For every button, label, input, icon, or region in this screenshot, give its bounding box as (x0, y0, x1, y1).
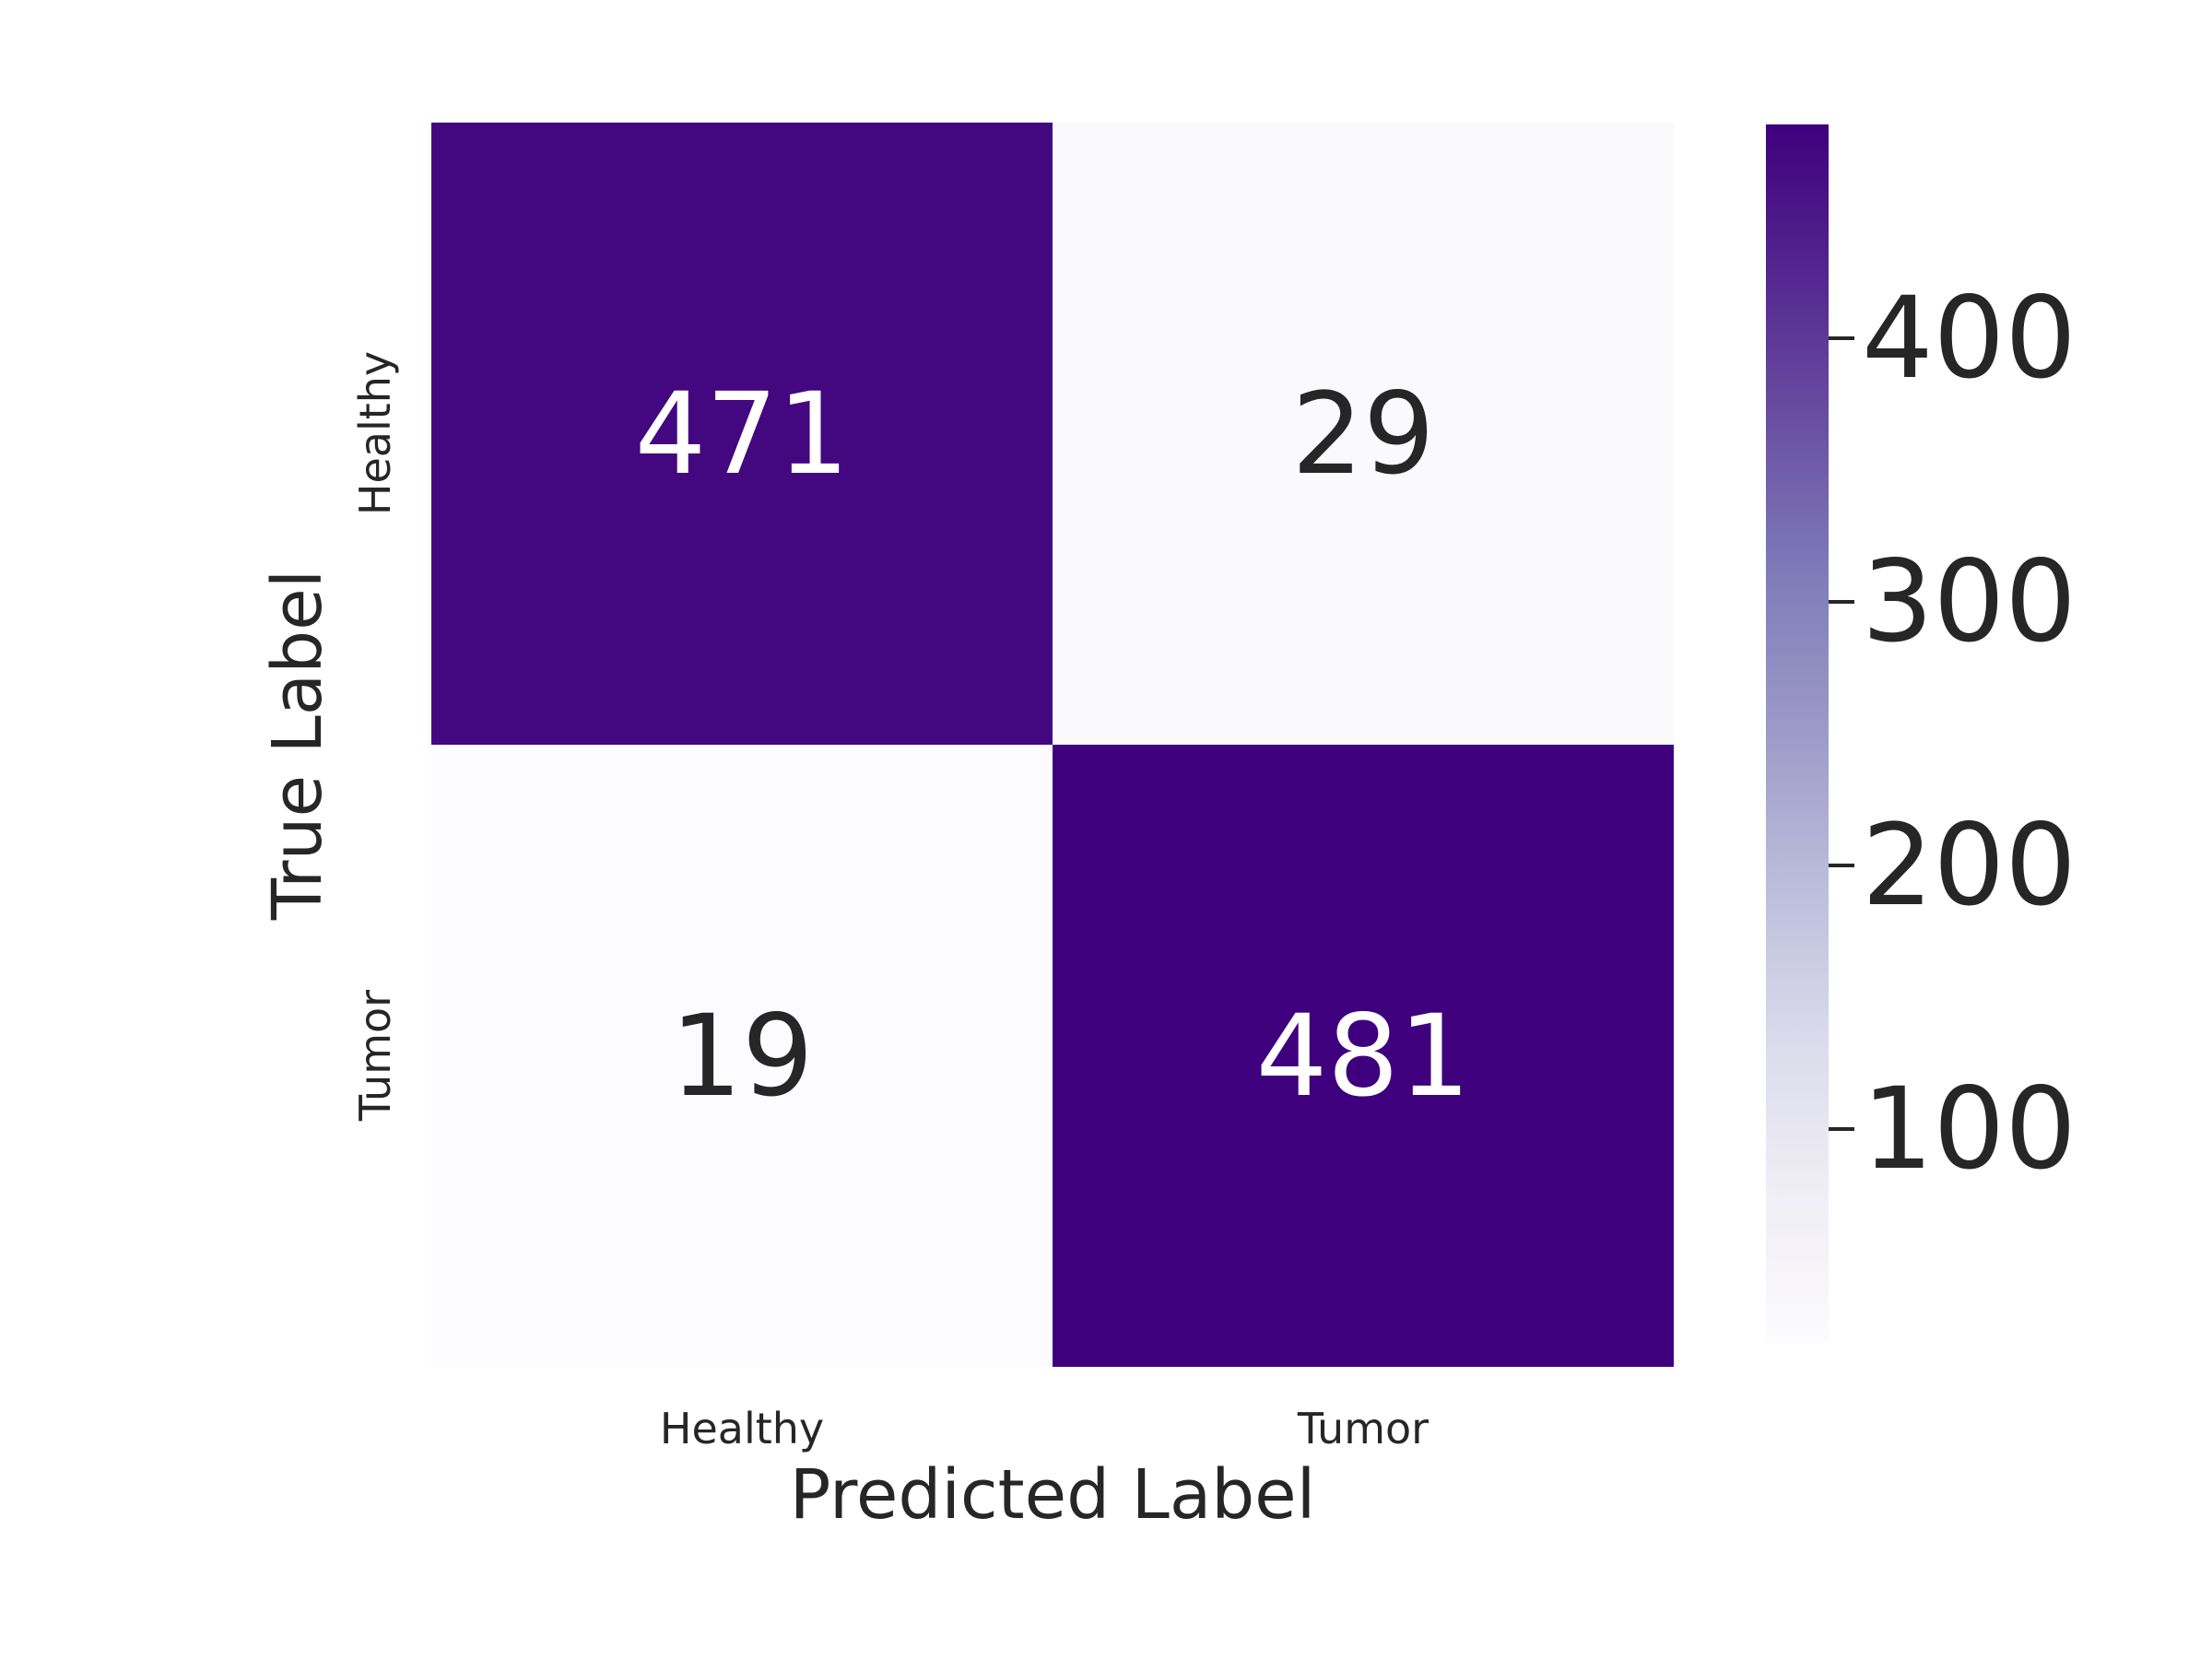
colorbar-tick-label-400: 400 (1862, 273, 2077, 404)
heatmap-cell-true-healthy-pred-tumor: 29 (1053, 123, 1674, 745)
y-tick-label-tumor: Tumor (350, 989, 400, 1122)
heatmap-cell-true-tumor-pred-tumor: 481 (1053, 745, 1674, 1367)
y-tick-label-healthy: Healthy (350, 350, 400, 516)
colorbar-tick-label-100: 100 (1862, 1064, 2077, 1194)
colorbar-tick-label-200: 200 (1862, 800, 2077, 931)
heatmap-cell-true-tumor-pred-healthy: 19 (431, 745, 1053, 1367)
colorbar-tick-mark-100 (1829, 1127, 1854, 1131)
colorbar-gradient (1766, 124, 1829, 1343)
heatmap-cell-true-healthy-pred-healthy: 471 (431, 123, 1053, 745)
x-tick-label-healthy: Healthy (659, 1404, 825, 1453)
colorbar-tick-label-300: 300 (1862, 536, 2077, 667)
colorbar-tick-mark-400 (1829, 336, 1854, 340)
x-axis-label: Predicted Label (789, 1455, 1316, 1535)
heatmap: 471 29 19 481 (431, 123, 1674, 1367)
y-axis-label: True Label (258, 569, 337, 921)
colorbar-tick-mark-200 (1829, 864, 1854, 867)
x-tick-label-tumor: Tumor (1297, 1404, 1430, 1453)
colorbar-tick-mark-300 (1829, 600, 1854, 604)
